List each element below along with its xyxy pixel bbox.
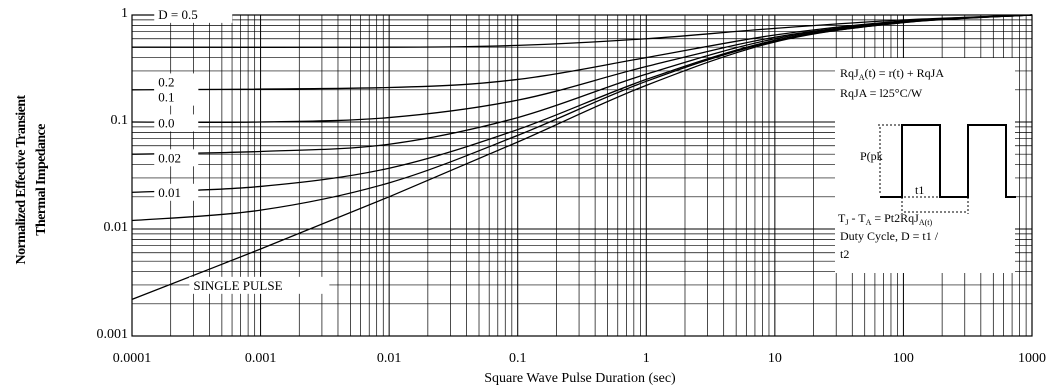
plot-frame (131, 14, 1033, 337)
x-tick-label: 0.001 (244, 351, 277, 366)
annotation-box: RqJA(t) = r(t) + RqJA RqJA = l25°C/W P(p… (835, 58, 1016, 273)
x-tick-label: 1 (642, 351, 650, 366)
series-label: 0.1 (158, 90, 174, 105)
x-tick-label: 100 (892, 351, 914, 366)
x-tick-label: 0.01 (376, 351, 402, 366)
series-label-bg (189, 276, 330, 294)
x-tick-label: 0.0001 (112, 351, 152, 366)
x-axis-label: Square Wave Pulse Duration (sec) (484, 371, 676, 386)
y-axis-label-line-1: Normalized Effective Transient (14, 95, 29, 265)
x-tick-label: 0.1 (508, 351, 527, 366)
annotation-eq3: TJ - TA = Pt2RqJA(t) (838, 211, 932, 227)
annotation-background (835, 58, 1015, 273)
y-tick-label: 0.01 (103, 220, 129, 235)
series-line-single-pulse (131, 14, 1033, 300)
y-tick-label: 0.1 (110, 113, 129, 128)
annotation-eq1: RqJA(t) = r(t) + RqJA (840, 66, 944, 82)
y-tick-label: 1 (121, 6, 128, 21)
series-label-bg (154, 149, 199, 167)
series-label-bg (154, 183, 199, 201)
y-axis-label-line-2: Thermal Impedance (34, 124, 49, 236)
series-label-bg (154, 88, 199, 106)
annotation-duty-t2: t2 (840, 247, 849, 261)
series-label: 0.01 (158, 185, 181, 200)
annotation-t1: t1 (915, 183, 924, 197)
pulse-waveform (880, 124, 1016, 198)
series-labels: D = 0.5 0.20.1 0.0 0.02 0.01 SINGLE PULSE (154, 5, 330, 294)
annotation-ppk: P(pk (860, 149, 883, 163)
series-label-bg (154, 73, 199, 91)
pulse-diagram (878, 124, 1016, 214)
x-tick-label: 1000 (1018, 351, 1046, 366)
annotation-eq2: RqJA = l25°C/W (840, 86, 923, 100)
series-label: SINGLE PULSE (193, 278, 282, 293)
y-axis-label: Normalized Effective Transient Thermal I… (12, 96, 52, 265)
series-label: 0.0 (158, 115, 174, 130)
annotation-duty: Duty Cycle, D = t1 / (840, 229, 939, 243)
series-line-d-0-5 (131, 14, 1033, 48)
series-label: 0.2 (158, 74, 174, 89)
series-label: D = 0.5 (158, 7, 197, 22)
series-label-bg (154, 114, 199, 132)
series-label: 0.02 (158, 150, 181, 165)
y-axis-label-wrap: Normalized Effective Transient Thermal I… (2, 20, 62, 340)
x-tick-label: 10 (767, 351, 782, 366)
y-tick-label: 0.001 (96, 327, 129, 342)
series-label-bg (154, 5, 233, 23)
series-curves (131, 14, 1033, 300)
